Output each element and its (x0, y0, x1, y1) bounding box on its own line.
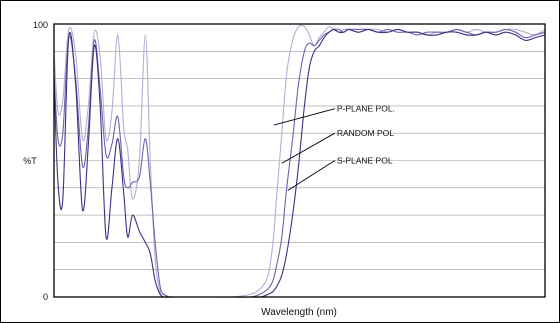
annotation-label-random: RANDOM POL (337, 128, 394, 138)
y-tick-label-0: 0 (43, 292, 48, 302)
grid-lines (54, 50, 545, 271)
annotation-layer: P-PLANE POL. RANDOM POL S-PLANE POL (273, 104, 395, 191)
annotation-leader-random (281, 132, 336, 164)
annotation-label-p-plane: P-PLANE POL. (337, 104, 395, 114)
x-axis-label: Wavelength (nm) (261, 307, 337, 318)
y-tick-label-100: 100 (33, 20, 48, 30)
annotation-label-s-plane: S-PLANE POL (337, 156, 393, 166)
series-line-random (53, 28, 546, 298)
annotation-leader-p-plane (273, 108, 335, 126)
y-axis-label: %T (23, 156, 37, 166)
series-line-s-plane (53, 28, 546, 298)
series-layer (53, 24, 546, 298)
plot-area-frame (53, 23, 546, 298)
annotation-leader-s-plane (287, 160, 336, 191)
